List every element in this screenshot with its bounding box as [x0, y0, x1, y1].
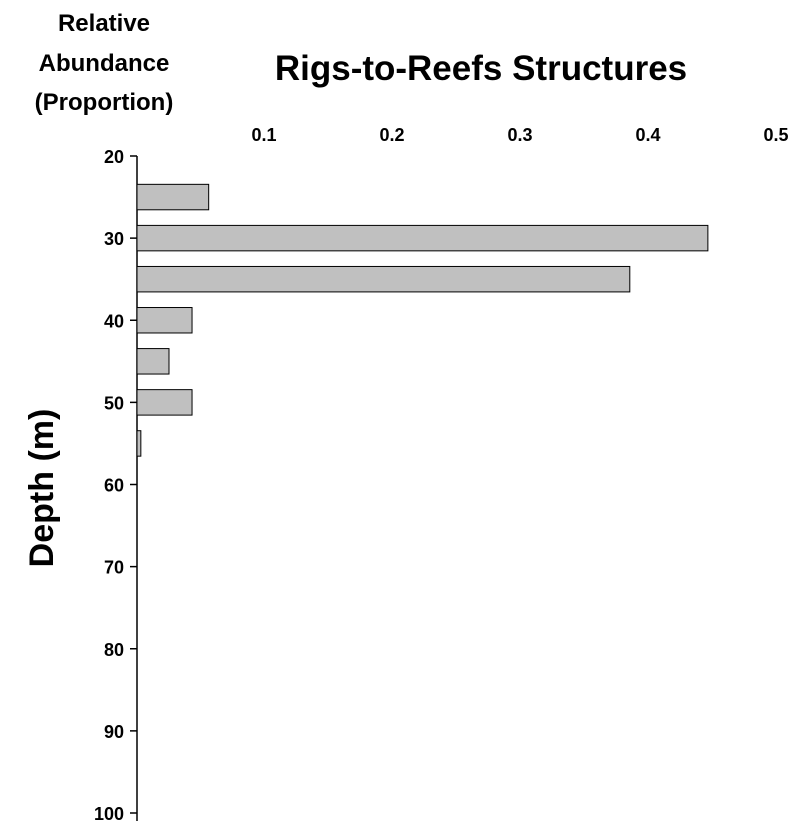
x-tick-label: 0.5: [763, 125, 788, 145]
y-tick-label: 80: [104, 640, 124, 660]
bars: [136, 183, 709, 457]
y-tick-label: 60: [104, 476, 124, 496]
bar: [136, 224, 709, 252]
x-tick-labels: 0.1 0.2 0.3 0.4 0.5: [251, 125, 788, 145]
y-tick-label: 40: [104, 311, 124, 331]
y-axis-label: Depth (m): [23, 409, 61, 568]
bar: [136, 430, 142, 457]
x-tick-label: 0.3: [507, 125, 532, 145]
x-tick-label: 0.4: [635, 125, 660, 145]
bar: [136, 348, 170, 375]
x-axis-label: Relative Abundance (Proportion): [35, 10, 174, 116]
bar: [136, 183, 210, 211]
bar: [136, 389, 193, 416]
x-axis-label-line-2: Abundance: [39, 50, 170, 77]
x-tick-label: 0.1: [251, 125, 276, 145]
x-tick-label: 0.2: [379, 125, 404, 145]
x-axis-label-line-3: (Proportion): [35, 89, 174, 116]
axes: [130, 155, 138, 821]
bar: [136, 265, 631, 293]
y-tick-label: 90: [104, 722, 124, 742]
bar: [136, 307, 193, 334]
y-tick-label: 50: [104, 393, 124, 413]
y-tick-label: 70: [104, 558, 124, 578]
y-tick-label: 20: [104, 147, 124, 167]
y-tick-label: 100: [94, 804, 124, 821]
y-tick-label: 30: [104, 229, 124, 249]
x-axis-label-line-1: Relative: [58, 10, 150, 37]
y-tick-labels: 20 30 40 50 60 70 80 90 100: [94, 147, 124, 821]
chart-title: Rigs-to-Reefs Structures: [275, 49, 687, 88]
